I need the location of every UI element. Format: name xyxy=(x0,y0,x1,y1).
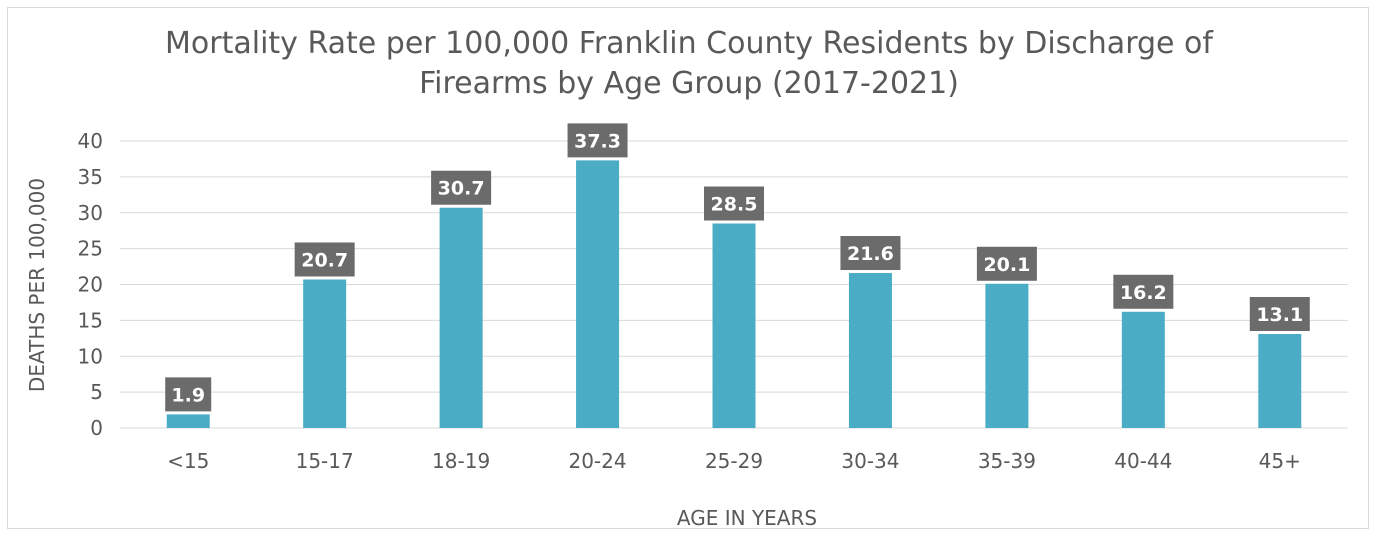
bar xyxy=(439,207,483,428)
data-label-text: 37.3 xyxy=(574,130,621,152)
data-label: 28.5 xyxy=(704,186,764,221)
y-tick-label: 20 xyxy=(78,273,103,297)
data-label: 20.1 xyxy=(976,246,1037,281)
x-tick-label: 45+ xyxy=(1259,449,1301,473)
data-label: 1.9 xyxy=(165,377,212,412)
data-label: 37.3 xyxy=(567,123,628,158)
bar xyxy=(1121,311,1165,428)
y-tick-label: 10 xyxy=(78,344,103,368)
data-label-background xyxy=(165,377,212,412)
data-label-background xyxy=(704,186,764,221)
bar xyxy=(712,223,756,428)
data-label-text: 16.2 xyxy=(1120,282,1167,304)
x-tick-label: <15 xyxy=(167,449,209,473)
x-axis-title: AGE IN YEARS xyxy=(677,506,817,530)
bar xyxy=(985,283,1029,428)
data-label: 30.7 xyxy=(431,170,492,205)
chart-title-line-1: Mortality Rate per 100,000 Franklin Coun… xyxy=(165,26,1213,61)
x-tick-label: 30-34 xyxy=(841,449,899,473)
y-tick-label: 25 xyxy=(78,237,103,261)
chart-frame xyxy=(7,7,1369,529)
x-tick-label: 18-19 xyxy=(432,449,490,473)
x-tick-label: 15-17 xyxy=(296,449,354,473)
data-label-background xyxy=(1249,297,1310,332)
data-label-text: 20.7 xyxy=(301,249,348,271)
y-axis-tick-labels: 0 5 10 15 20 25 30 35 40 xyxy=(78,129,103,440)
x-tick-label: 40-44 xyxy=(1114,449,1172,473)
data-label-text: 30.7 xyxy=(438,178,485,200)
data-label-background xyxy=(840,236,901,271)
y-tick-label: 0 xyxy=(90,416,103,440)
y-tick-label: 40 xyxy=(78,129,103,153)
bars xyxy=(166,160,1302,428)
chart-title: Mortality Rate per 100,000 Franklin Coun… xyxy=(0,24,1378,104)
data-label-background xyxy=(294,242,355,277)
data-label: 13.1 xyxy=(1249,297,1310,332)
data-label-background xyxy=(976,246,1037,281)
y-tick-label: 30 xyxy=(78,201,103,225)
x-tick-label: 35-39 xyxy=(978,449,1036,473)
data-label: 21.6 xyxy=(840,236,901,271)
x-tick-label: 25-29 xyxy=(705,449,763,473)
bar xyxy=(166,414,210,428)
chart-title-line-2: Firearms by Age Group (2017-2021) xyxy=(419,66,959,101)
data-label-text: 28.5 xyxy=(711,194,758,216)
x-axis-tick-labels: <15 15-17 18-19 20-24 25-29 30-34 35-39 40-44 45… xyxy=(167,449,1301,473)
y-axis-title: DEATHS PER 100,000 xyxy=(25,178,49,392)
data-label-background xyxy=(567,123,628,158)
data-label-background xyxy=(431,170,492,205)
data-labels: 1.9 20.7 30.7 37.3 28.5 21.6 20.1 16.2 13.1 xyxy=(165,123,1310,412)
data-label-text: 1.9 xyxy=(171,384,205,406)
bar xyxy=(1258,334,1302,428)
x-tick-label: 20-24 xyxy=(568,449,626,473)
bar xyxy=(848,273,892,428)
bar xyxy=(576,160,620,428)
y-tick-label: 35 xyxy=(78,165,103,189)
data-label-background xyxy=(1113,274,1174,309)
data-label-text: 20.1 xyxy=(983,254,1030,276)
data-label-text: 13.1 xyxy=(1256,304,1303,326)
y-tick-label: 15 xyxy=(78,308,103,332)
data-label-text: 21.6 xyxy=(847,243,894,265)
y-tick-label: 5 xyxy=(90,380,103,404)
data-label: 20.7 xyxy=(294,242,355,277)
data-label: 16.2 xyxy=(1113,274,1174,309)
bar xyxy=(303,279,347,428)
